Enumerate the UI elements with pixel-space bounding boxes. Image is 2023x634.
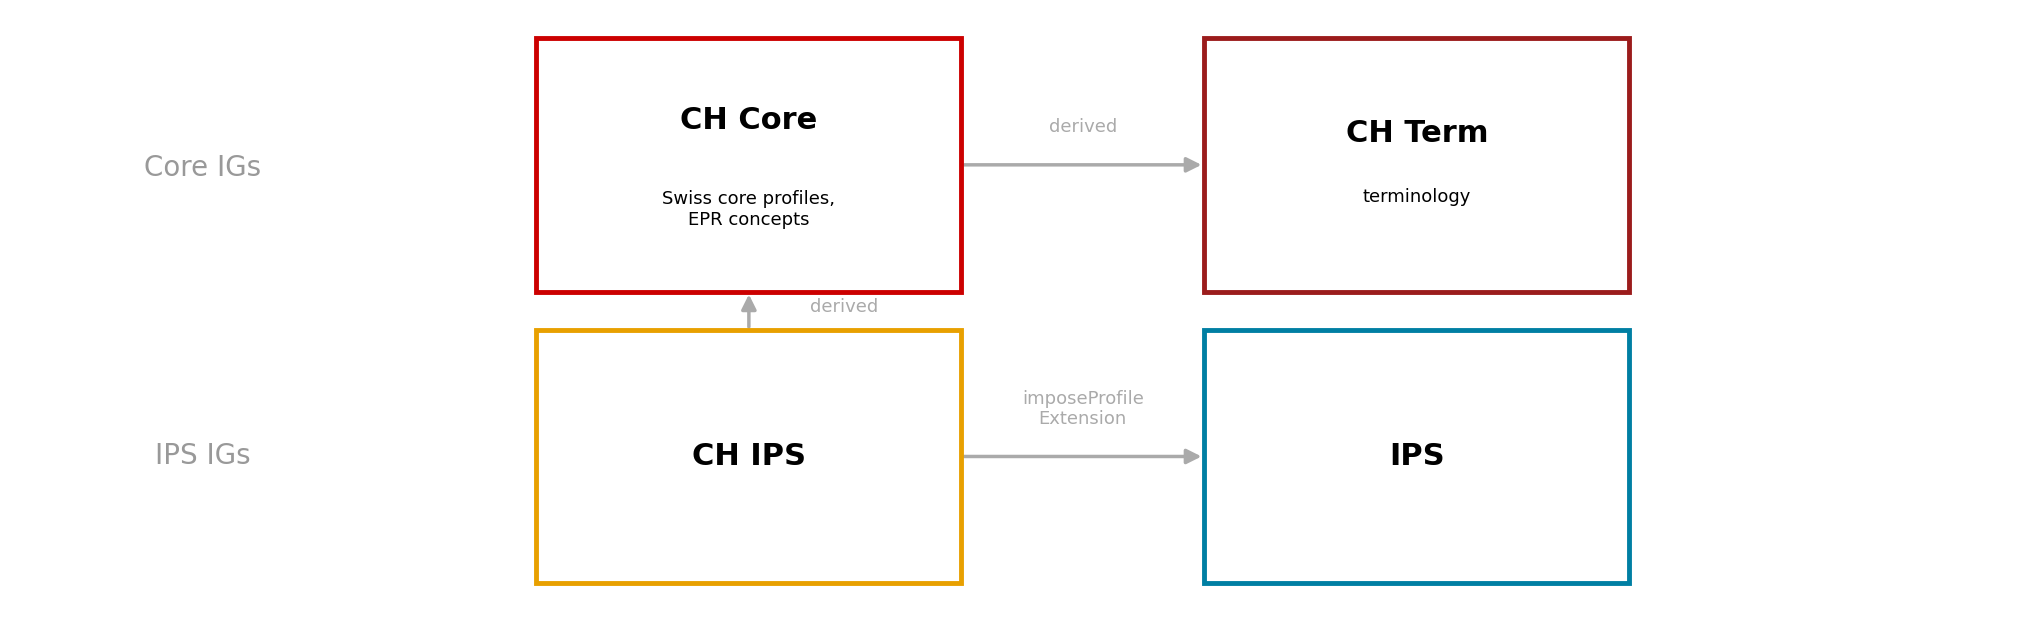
Text: terminology: terminology: [1361, 188, 1471, 205]
FancyBboxPatch shape: [536, 330, 961, 583]
Text: derived: derived: [809, 299, 878, 316]
Text: CH Term: CH Term: [1345, 119, 1487, 148]
Text: imposeProfile
Extension: imposeProfile Extension: [1022, 389, 1143, 429]
Text: CH IPS: CH IPS: [692, 442, 805, 471]
Text: derived: derived: [1048, 118, 1117, 136]
FancyBboxPatch shape: [1204, 330, 1629, 583]
FancyBboxPatch shape: [1204, 38, 1629, 292]
FancyBboxPatch shape: [536, 38, 961, 292]
Text: Swiss core profiles,
EPR concepts: Swiss core profiles, EPR concepts: [662, 190, 835, 229]
Text: IPS: IPS: [1388, 442, 1444, 471]
Text: CH Core: CH Core: [680, 106, 817, 135]
Text: Core IGs: Core IGs: [144, 154, 261, 182]
Text: IPS IGs: IPS IGs: [154, 443, 251, 470]
